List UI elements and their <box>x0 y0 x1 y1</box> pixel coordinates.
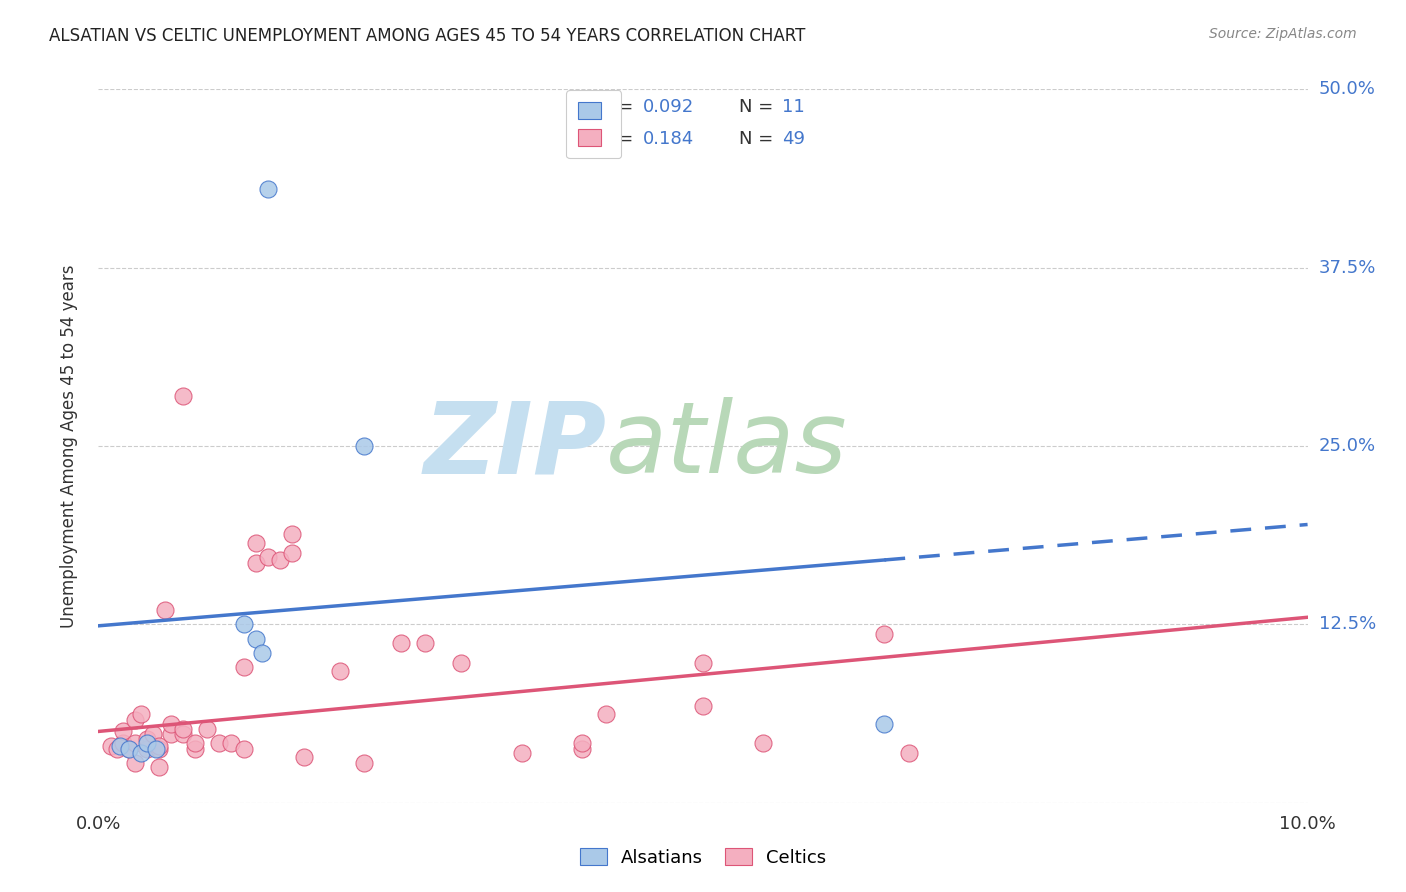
Text: 0.184: 0.184 <box>643 130 693 148</box>
Text: ZIP: ZIP <box>423 398 606 494</box>
Point <box>269 553 291 567</box>
Point <box>148 741 170 756</box>
Point <box>281 546 304 560</box>
Point <box>124 756 146 770</box>
Text: ALSATIAN VS CELTIC UNEMPLOYMENT AMONG AGES 45 TO 54 YEARS CORRELATION CHART: ALSATIAN VS CELTIC UNEMPLOYMENT AMONG AG… <box>49 27 806 45</box>
Text: Source: ZipAtlas.com: Source: ZipAtlas.com <box>1209 27 1357 41</box>
Point <box>389 636 412 650</box>
Point <box>135 736 157 750</box>
Point <box>124 736 146 750</box>
Point <box>897 746 920 760</box>
Point <box>873 717 896 731</box>
Point <box>108 739 131 753</box>
Text: 49: 49 <box>782 130 804 148</box>
Point <box>281 527 304 541</box>
Point <box>245 536 267 550</box>
Point <box>450 656 472 670</box>
Point <box>148 760 170 774</box>
Point <box>184 741 207 756</box>
Point <box>232 660 254 674</box>
Point <box>250 646 273 660</box>
Point <box>172 722 194 736</box>
Point <box>571 736 593 750</box>
Point <box>292 750 315 764</box>
Point <box>353 439 375 453</box>
Point <box>172 389 194 403</box>
Text: N =: N = <box>740 98 779 116</box>
Text: 11: 11 <box>782 98 804 116</box>
Point <box>195 722 218 736</box>
Text: atlas: atlas <box>606 398 848 494</box>
Text: 0.092: 0.092 <box>643 98 693 116</box>
Point <box>118 741 141 756</box>
Point <box>105 741 128 756</box>
Point <box>692 698 714 713</box>
Point <box>245 632 267 646</box>
Point <box>413 636 436 650</box>
Point <box>510 746 533 760</box>
Text: R =: R = <box>600 130 640 148</box>
Point <box>221 736 243 750</box>
Point <box>160 727 183 741</box>
Y-axis label: Unemployment Among Ages 45 to 54 years: Unemployment Among Ages 45 to 54 years <box>59 264 77 628</box>
Text: 50.0%: 50.0% <box>1319 80 1375 98</box>
Point <box>232 741 254 756</box>
Point <box>135 741 157 756</box>
Point <box>245 556 267 570</box>
Point <box>100 739 122 753</box>
Text: 25.0%: 25.0% <box>1319 437 1376 455</box>
Point <box>184 736 207 750</box>
Point <box>172 727 194 741</box>
Point <box>571 741 593 756</box>
Point <box>208 736 231 750</box>
Point <box>135 731 157 746</box>
Point <box>118 741 141 756</box>
Point <box>111 724 134 739</box>
Point <box>353 756 375 770</box>
Text: 12.5%: 12.5% <box>1319 615 1376 633</box>
Point <box>124 713 146 727</box>
Point <box>873 627 896 641</box>
Point <box>111 736 134 750</box>
Point <box>595 707 617 722</box>
Point <box>145 741 167 756</box>
Point <box>256 550 278 565</box>
Point <box>160 717 183 731</box>
Legend: , : , <box>567 90 621 159</box>
Point <box>256 182 278 196</box>
Legend: Alsatians, Celtics: Alsatians, Celtics <box>572 841 834 874</box>
Point <box>148 739 170 753</box>
Point <box>129 707 152 722</box>
Point <box>153 603 176 617</box>
Point <box>129 746 152 760</box>
Text: R =: R = <box>600 98 640 116</box>
Text: N =: N = <box>740 130 779 148</box>
Point <box>329 665 352 679</box>
Point <box>752 736 775 750</box>
Point <box>142 727 165 741</box>
Point <box>692 656 714 670</box>
Point <box>232 617 254 632</box>
Text: 37.5%: 37.5% <box>1319 259 1376 277</box>
